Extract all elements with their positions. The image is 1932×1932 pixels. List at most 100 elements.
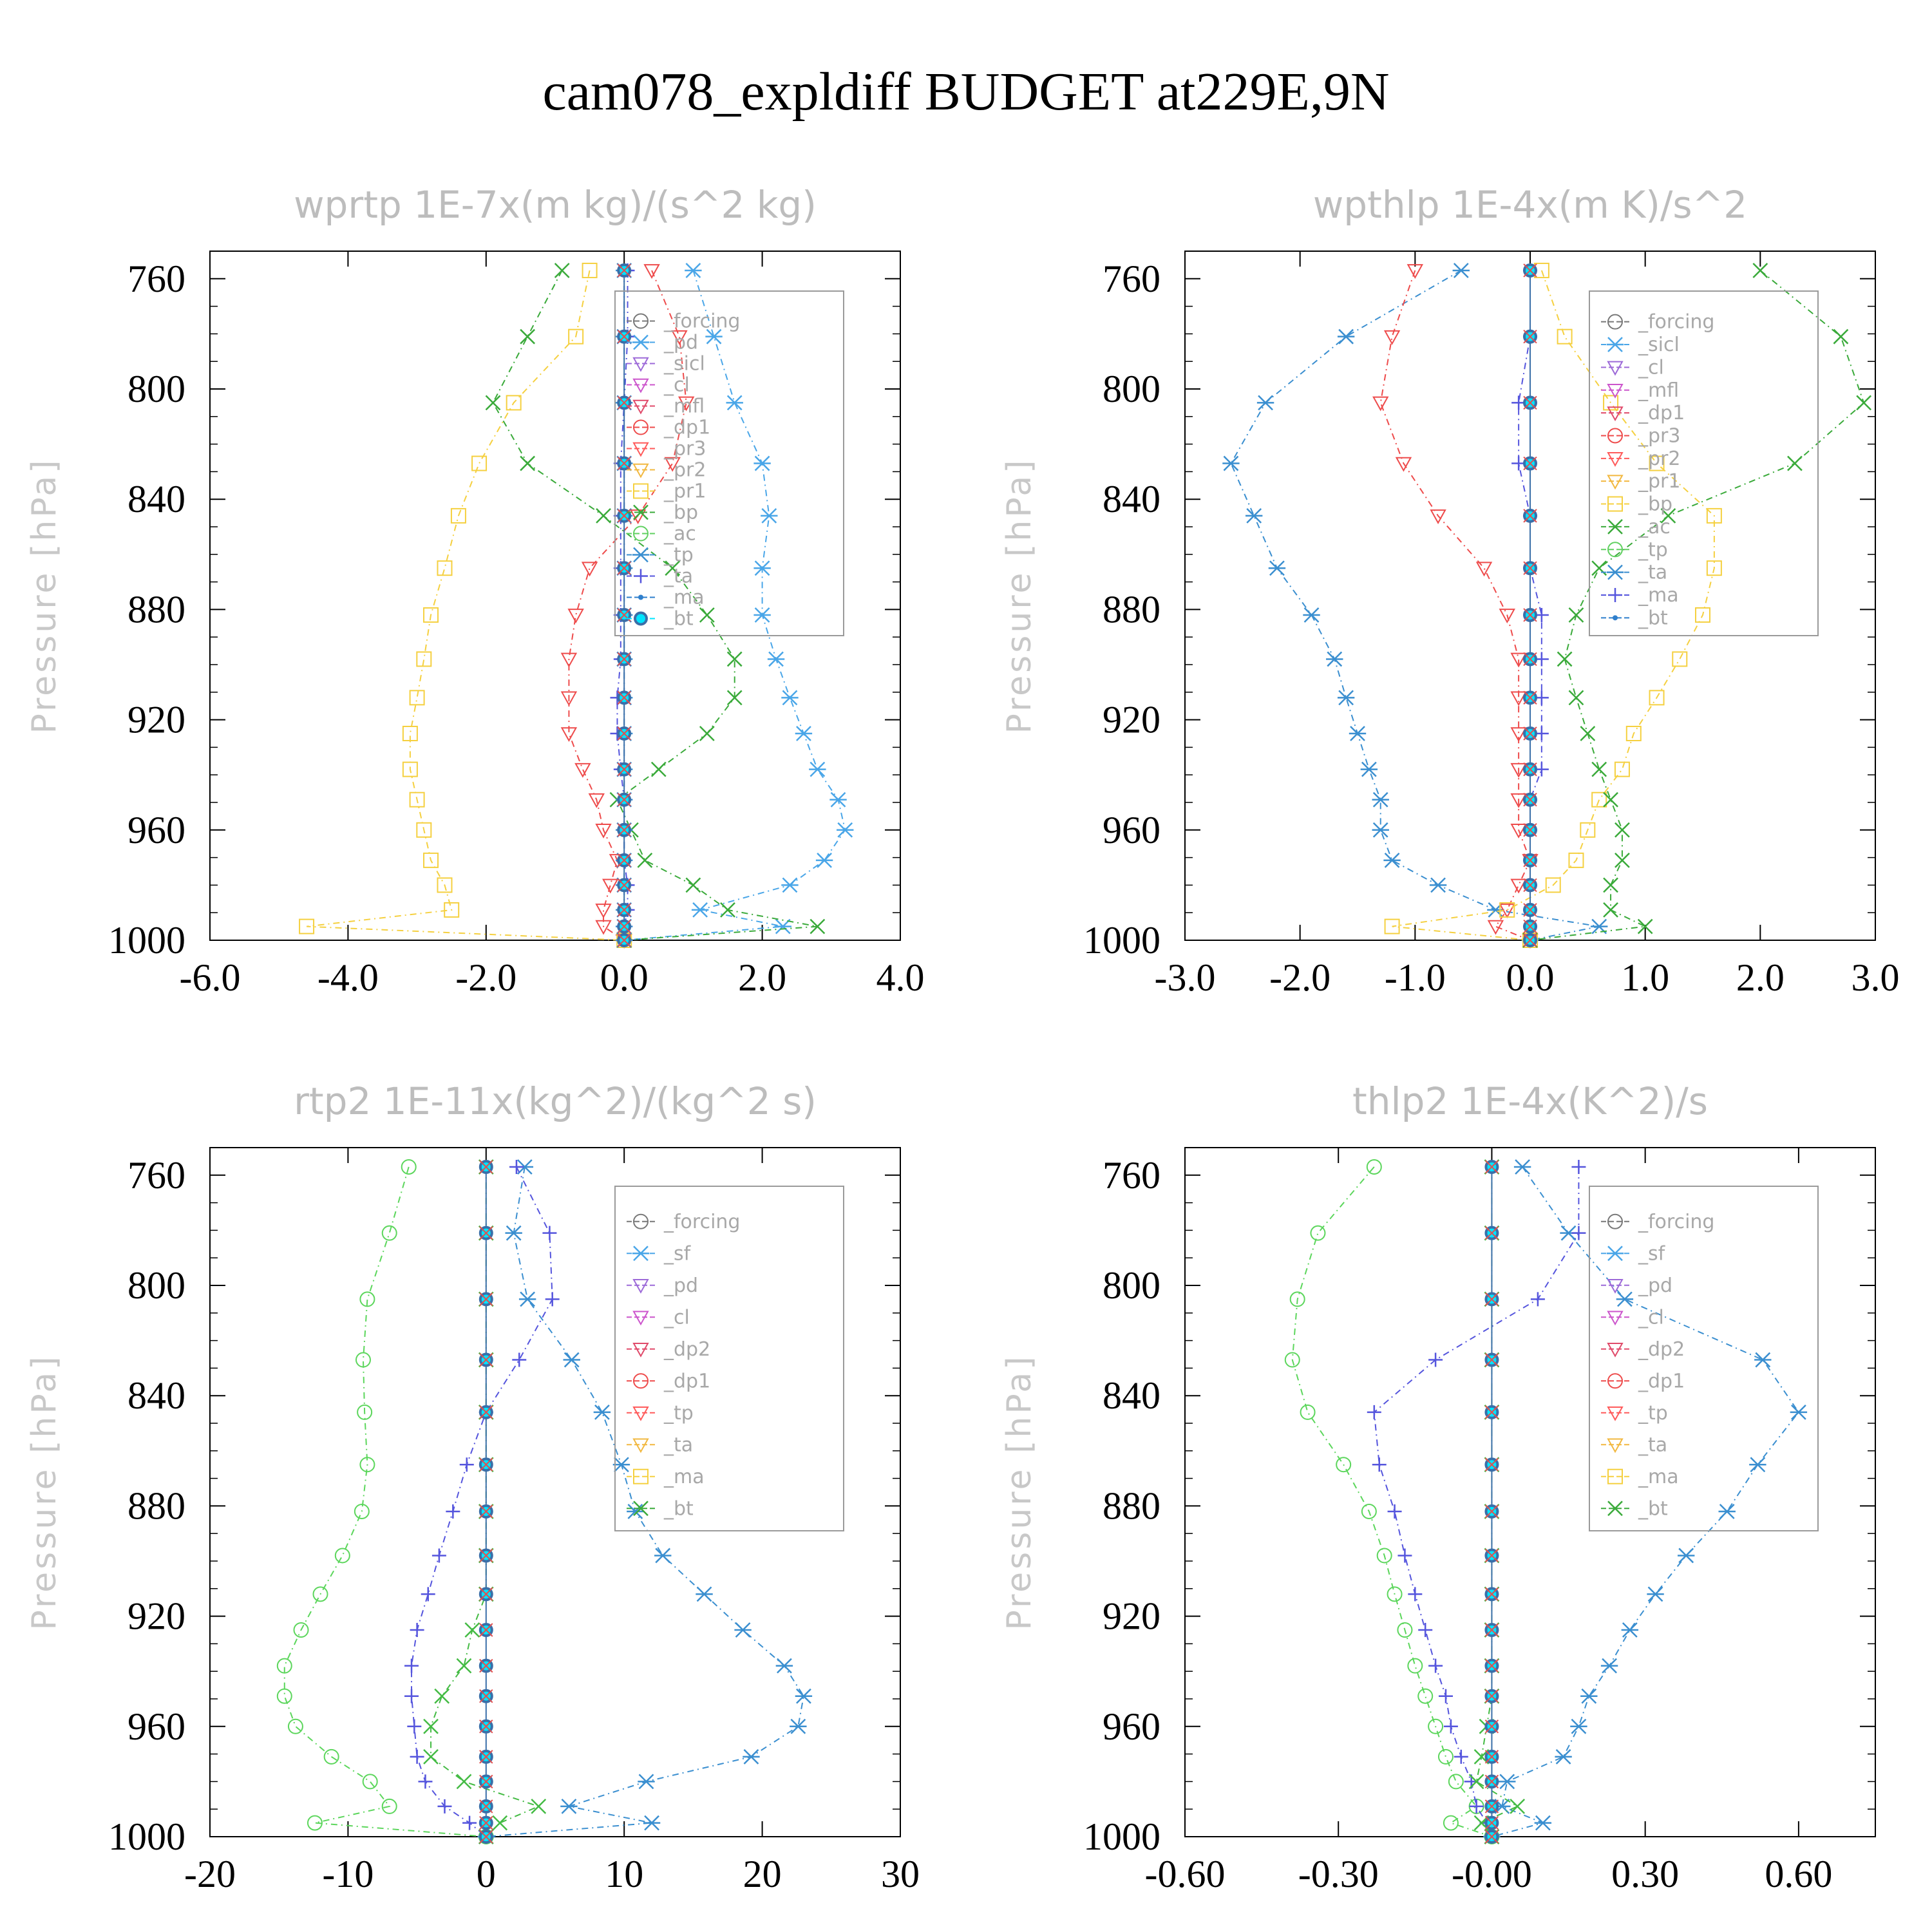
x-tick-label: 3.0 <box>1852 956 1900 999</box>
data-point <box>638 1774 655 1790</box>
data-point <box>505 1225 522 1241</box>
x-tick-label: 4.0 <box>876 956 925 999</box>
data-point <box>381 1798 397 1814</box>
y-tick-label: 880 <box>128 588 185 630</box>
data-point <box>1430 509 1446 524</box>
legend-marker <box>634 611 648 626</box>
data-point <box>699 607 715 623</box>
data-point <box>402 726 418 741</box>
series-line <box>430 1166 541 1837</box>
zero-marker <box>617 329 631 344</box>
data-point <box>1387 1504 1402 1519</box>
data-point <box>1397 1548 1412 1563</box>
data-point <box>1452 263 1470 278</box>
series-line <box>486 1166 804 1837</box>
zero-marker <box>617 263 631 278</box>
y-tick-label: 1000 <box>1083 919 1160 961</box>
data-point <box>1360 761 1378 777</box>
x-tick-label: 10 <box>605 1853 643 1895</box>
data-point <box>560 691 578 706</box>
data-point <box>1222 455 1240 471</box>
data-point <box>1591 791 1607 808</box>
data-point <box>753 455 771 471</box>
legend-marker <box>632 1438 649 1454</box>
x-tick-label: 0.0 <box>1506 956 1555 999</box>
legend-box <box>614 290 844 636</box>
series-dp2 <box>1468 1159 1526 1844</box>
legend-label: _forcing <box>663 310 740 333</box>
data-point <box>407 1719 422 1734</box>
x-tick-label: -0.30 <box>1298 1853 1379 1895</box>
data-point <box>418 1774 433 1789</box>
data-point <box>1591 761 1607 777</box>
data-point <box>1530 1292 1545 1307</box>
zero-marker <box>1484 1623 1499 1637</box>
legend-marker <box>1607 314 1623 330</box>
data-point <box>1395 457 1412 472</box>
zero-marker <box>617 561 631 575</box>
y-tick-label: 760 <box>1103 258 1160 300</box>
y-tick-label: 800 <box>1103 368 1160 410</box>
legend-marker <box>632 334 650 350</box>
zero-marker <box>617 652 631 667</box>
legend-label: _bt <box>1638 1497 1668 1520</box>
data-point <box>1284 1352 1300 1368</box>
data-point <box>459 1457 474 1472</box>
zero-marker <box>1523 793 1537 807</box>
zero-marker <box>479 1689 493 1703</box>
data-point <box>334 1548 350 1564</box>
data-point <box>753 560 771 576</box>
legend-label: _mfl <box>663 395 705 418</box>
zero-marker <box>1484 1587 1499 1602</box>
data-point <box>1361 1503 1377 1519</box>
series-dp1 <box>560 264 695 949</box>
legend-marker <box>1607 1438 1624 1454</box>
data-point <box>1336 1457 1352 1473</box>
data-point <box>410 1749 424 1764</box>
series-dp1 <box>1372 264 1539 949</box>
x-tick-label: 2.0 <box>1736 956 1785 999</box>
data-point <box>815 852 833 868</box>
zero-marker <box>1523 395 1537 410</box>
y-axis-label: Pressure [hPa] <box>1000 458 1039 734</box>
legend-marker <box>1607 383 1624 399</box>
data-point <box>423 607 439 623</box>
data-point <box>1289 1291 1305 1307</box>
series-line <box>283 1166 486 1837</box>
data-point <box>1568 852 1584 868</box>
data-point <box>699 726 715 741</box>
data-point <box>595 920 612 935</box>
legend-label: _pr3 <box>663 438 706 460</box>
data-point <box>509 1159 524 1174</box>
y-tick-label: 880 <box>128 1484 185 1527</box>
y-tick-label: 920 <box>1103 1595 1160 1638</box>
plot-frame <box>209 251 901 941</box>
data-point <box>362 1774 378 1790</box>
data-point <box>1570 1718 1587 1734</box>
data-point <box>790 1718 807 1734</box>
data-point <box>1603 902 1618 918</box>
zero-marker <box>617 509 631 523</box>
data-point <box>1615 852 1630 868</box>
data-point <box>1372 822 1389 838</box>
zero-marker <box>617 608 631 622</box>
data-point <box>416 822 432 838</box>
zero-marker <box>617 903 631 917</box>
data-point <box>293 1622 309 1638</box>
data-point <box>506 395 522 411</box>
data-point <box>726 690 743 706</box>
data-point <box>1406 264 1424 279</box>
y-tick-label: 1000 <box>108 1815 185 1858</box>
zero-marker <box>1523 853 1537 867</box>
series-line <box>624 270 846 941</box>
x-tick-label: -2.0 <box>1269 956 1331 999</box>
data-point <box>1475 562 1493 577</box>
zero-marker <box>1523 903 1537 917</box>
zero-marker <box>479 1457 493 1472</box>
data-point <box>520 455 536 471</box>
data-point <box>1510 762 1527 778</box>
data-point <box>1349 726 1367 741</box>
data-point <box>1591 560 1607 576</box>
legend-marker <box>633 483 649 499</box>
